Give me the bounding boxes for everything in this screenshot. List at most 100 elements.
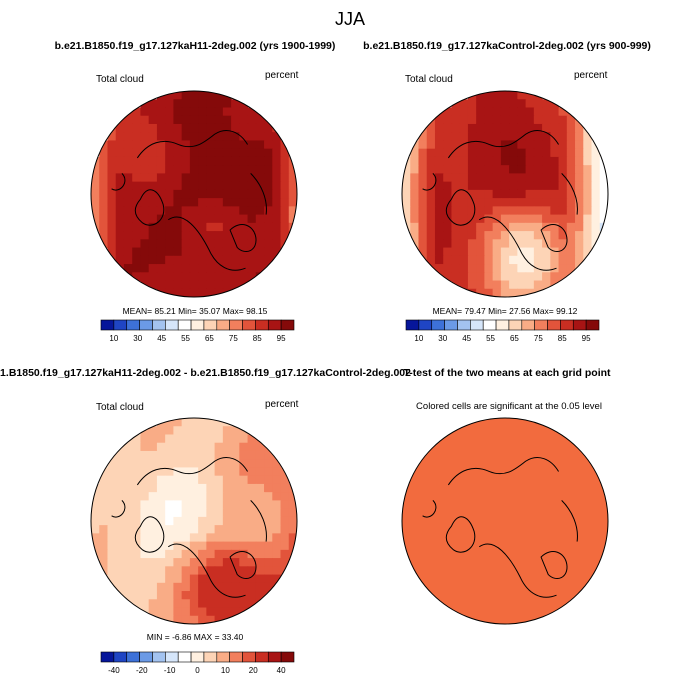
grid-cell	[214, 206, 224, 216]
colorbar-box	[508, 319, 523, 331]
grid-cell	[132, 533, 142, 543]
grid-cell	[123, 173, 133, 183]
grid-cell	[272, 198, 282, 207]
grid-cell	[558, 247, 568, 257]
grid-cell	[476, 198, 485, 207]
grid-cell	[566, 272, 576, 282]
grid-cell	[599, 206, 608, 216]
grid-cell	[231, 99, 240, 109]
grid-cell	[459, 222, 469, 232]
grid-cell	[206, 607, 216, 617]
colorbar-box	[190, 651, 205, 663]
grid-cell	[542, 140, 551, 150]
grid-cell	[517, 206, 527, 216]
grid-cell	[148, 582, 158, 592]
grid-cell	[255, 500, 265, 510]
grid-cell	[173, 418, 183, 427]
control-stats: MEAN= 79.47 Min= 27.56 Max= 99.12	[433, 306, 578, 316]
grid-cell	[165, 123, 174, 133]
grid-cell	[222, 500, 232, 510]
grid-cell	[239, 525, 249, 534]
grid-cell	[426, 247, 436, 257]
grid-cell	[255, 239, 265, 249]
grid-cell	[123, 459, 133, 469]
grid-cell	[443, 255, 453, 265]
grid-cell	[222, 508, 232, 518]
grid-cell	[107, 459, 117, 469]
grid-cell	[140, 132, 150, 142]
grid-cell	[288, 492, 297, 501]
grid-cell	[402, 173, 411, 183]
grid-cell	[206, 148, 216, 158]
case-field	[91, 91, 297, 297]
grid-cell	[492, 165, 502, 174]
grid-cell	[550, 115, 560, 125]
grid-cell	[115, 574, 125, 584]
grid-cell	[583, 222, 593, 232]
grid-cell	[451, 115, 461, 125]
grid-cell	[206, 288, 216, 297]
grid-cell	[91, 492, 100, 501]
grid-cell	[173, 198, 183, 207]
grid-cell	[517, 181, 527, 191]
grid-cell	[222, 99, 232, 109]
grid-cell	[189, 181, 199, 191]
grid-cell	[214, 132, 224, 142]
grid-cell	[132, 591, 142, 600]
grid-cell	[402, 206, 411, 216]
grid-cell	[467, 173, 477, 183]
grid-cell	[247, 591, 257, 600]
grid-cell	[181, 549, 191, 559]
grid-cell	[165, 140, 174, 150]
grid-cell	[156, 591, 166, 600]
grid-cell	[509, 165, 518, 174]
grid-cell	[165, 450, 174, 460]
grid-cell	[525, 280, 535, 290]
grid-cell	[247, 272, 257, 282]
case-map	[90, 90, 298, 298]
grid-cell	[140, 206, 150, 216]
grid-cell	[206, 247, 216, 257]
grid-cell	[509, 115, 518, 125]
grid-cell	[492, 272, 502, 282]
grid-cell	[132, 525, 142, 534]
grid-cell	[206, 264, 216, 273]
grid-cell	[222, 549, 232, 559]
grid-cell	[156, 123, 166, 133]
coastline	[229, 224, 257, 252]
grid-cell	[459, 165, 469, 174]
grid-cell	[239, 599, 249, 609]
grid-cell	[132, 508, 142, 518]
grid-cell	[173, 107, 183, 117]
grid-cell	[426, 189, 436, 199]
grid-cell	[542, 198, 551, 207]
grid-cell	[99, 525, 109, 534]
grid-cell	[181, 574, 191, 584]
grid-cell	[99, 558, 109, 567]
grid-cell	[132, 574, 142, 584]
grid-cell	[165, 591, 174, 600]
grid-cell	[517, 107, 527, 117]
grid-cell	[198, 591, 207, 600]
grid-cell	[583, 189, 593, 199]
grid-cell	[451, 132, 461, 142]
grid-cell	[198, 442, 207, 452]
grid-cell	[156, 599, 166, 609]
grid-cell	[115, 492, 125, 501]
grid-cell	[140, 148, 150, 158]
grid-cell	[222, 198, 232, 207]
grid-cell	[591, 181, 601, 191]
grid-cell	[264, 156, 273, 166]
grid-cell	[156, 181, 166, 191]
grid-cell	[459, 156, 469, 166]
grid-cell	[198, 525, 207, 534]
grid-cell	[288, 165, 297, 174]
colorbar-tick-label: 45	[462, 334, 471, 343]
grid-cell	[451, 206, 461, 216]
grid-cell	[239, 222, 249, 232]
grid-cell	[222, 115, 232, 125]
colorbar-tick-label: 30	[133, 334, 142, 343]
grid-cell	[214, 140, 224, 150]
grid-cell	[264, 500, 273, 510]
grid-cell	[533, 115, 543, 125]
